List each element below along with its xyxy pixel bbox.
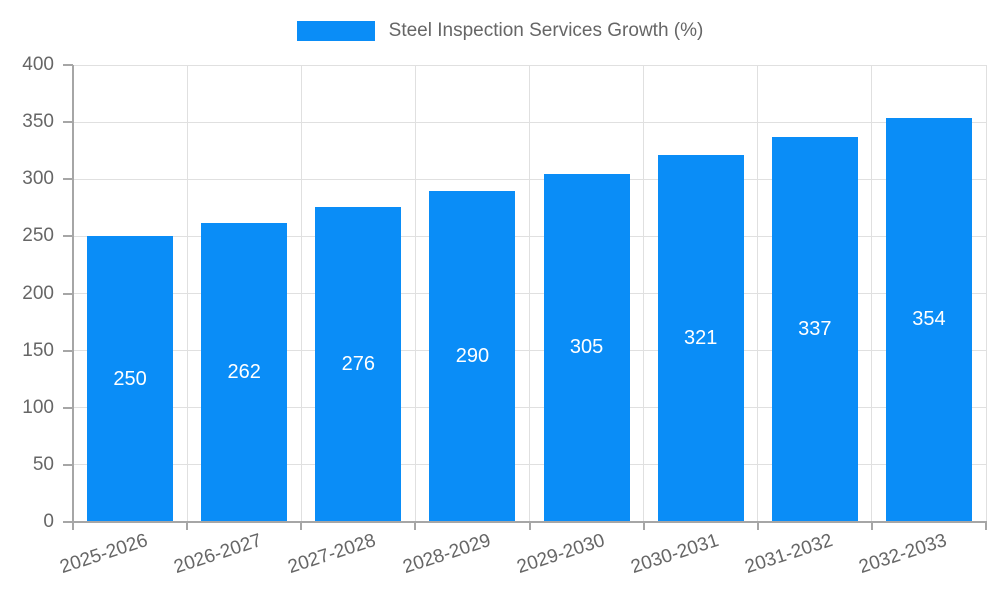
bar-value-label: 321 bbox=[684, 327, 718, 350]
bar-value-label: 337 bbox=[798, 317, 832, 340]
gridline-vertical bbox=[871, 65, 873, 522]
x-tick-label: 2027-2028 bbox=[285, 530, 379, 579]
y-axis-tick bbox=[63, 463, 73, 466]
x-axis-tick bbox=[528, 522, 531, 530]
y-axis-tick bbox=[63, 178, 73, 181]
bar[interactable]: 305 bbox=[543, 173, 630, 522]
x-axis-tick bbox=[72, 522, 74, 530]
bar-value-label: 305 bbox=[569, 336, 604, 359]
gridline-vertical bbox=[186, 65, 188, 522]
x-tick-label: 2032-2033 bbox=[856, 530, 950, 579]
x-tick-label: 2025-2026 bbox=[57, 530, 151, 579]
bar-value-label: 276 bbox=[341, 352, 375, 375]
x-axis-tick bbox=[756, 522, 759, 530]
x-tick-label: 2026-2027 bbox=[171, 530, 265, 579]
gridline-vertical bbox=[985, 65, 987, 522]
y-axis-tick bbox=[63, 349, 73, 352]
x-tick-label: 2031-2032 bbox=[742, 530, 836, 579]
bar[interactable]: 337 bbox=[771, 136, 858, 522]
x-tick-label: 2028-2029 bbox=[400, 530, 493, 579]
y-axis-tick bbox=[63, 121, 73, 124]
x-axis-tick bbox=[300, 522, 303, 530]
y-axis-tick bbox=[63, 235, 73, 238]
y-axis-tick bbox=[63, 292, 73, 295]
y-tick-label: 100 bbox=[22, 396, 54, 418]
y-axis-tick bbox=[63, 64, 73, 66]
y-axis-line bbox=[72, 65, 74, 522]
bar[interactable]: 321 bbox=[657, 155, 744, 522]
x-axis-tick bbox=[642, 522, 645, 530]
gridline-vertical bbox=[414, 65, 416, 522]
bar-value-label: 262 bbox=[227, 360, 261, 383]
y-tick-label: 0 bbox=[43, 511, 54, 532]
x-tick-label: 2030-2031 bbox=[628, 530, 722, 579]
legend-swatch bbox=[296, 21, 375, 41]
bar-value-label: 250 bbox=[113, 367, 147, 390]
y-tick-label: 50 bbox=[32, 453, 54, 475]
bar-value-label: 354 bbox=[912, 308, 946, 331]
bar[interactable]: 290 bbox=[429, 190, 516, 522]
gridline-vertical bbox=[529, 65, 530, 522]
plot-area: 250 262 276 290 305 321 337 354 bbox=[72, 64, 987, 523]
x-axis-tick bbox=[985, 522, 987, 530]
x-axis-tick bbox=[414, 522, 417, 530]
y-tick-label: 200 bbox=[22, 282, 54, 304]
legend-item[interactable]: Steel Inspection Services Growth (%) bbox=[296, 20, 704, 42]
y-tick-label: 150 bbox=[22, 339, 54, 361]
y-tick-label: 250 bbox=[22, 225, 54, 247]
gridline-vertical bbox=[643, 65, 645, 522]
y-axis-tick bbox=[63, 406, 73, 409]
legend: Steel Inspection Services Growth (%) bbox=[0, 20, 1000, 42]
legend-label: Steel Inspection Services Growth (%) bbox=[388, 20, 704, 41]
y-tick-label: 300 bbox=[22, 168, 54, 190]
bar[interactable]: 262 bbox=[201, 222, 288, 522]
bar-value-label: 290 bbox=[455, 344, 490, 367]
gridline-vertical bbox=[757, 65, 759, 522]
bar[interactable]: 354 bbox=[885, 117, 972, 522]
x-tick-label: 2029-2030 bbox=[514, 530, 608, 579]
bar[interactable]: 276 bbox=[315, 206, 402, 522]
y-tick-label: 350 bbox=[22, 111, 54, 133]
bar[interactable]: 250 bbox=[87, 236, 174, 522]
y-axis-tick bbox=[63, 521, 73, 523]
x-axis-tick bbox=[870, 522, 873, 530]
gridline-vertical bbox=[300, 65, 302, 522]
y-tick-label: 400 bbox=[22, 54, 54, 75]
x-axis-tick bbox=[186, 522, 189, 530]
